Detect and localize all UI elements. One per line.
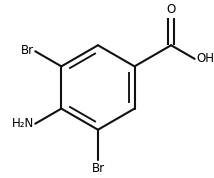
Text: Br: Br	[21, 44, 34, 57]
Text: Br: Br	[91, 162, 104, 175]
Text: OH: OH	[196, 52, 214, 65]
Text: H₂N: H₂N	[12, 117, 34, 130]
Text: O: O	[166, 3, 176, 16]
